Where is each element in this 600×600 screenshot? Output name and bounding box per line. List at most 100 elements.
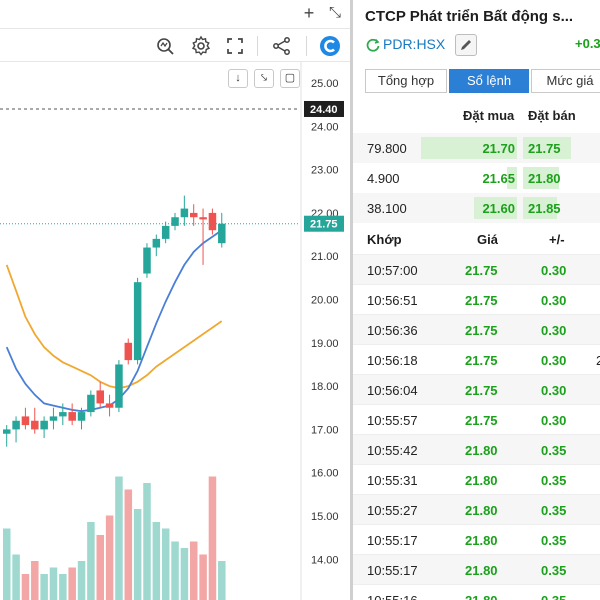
candle-body xyxy=(87,394,95,413)
candle-body xyxy=(59,412,67,417)
bid-depth-bar xyxy=(421,137,517,159)
trade-row[interactable]: 10:55:17 21.80 0.35 xyxy=(353,524,600,554)
brand-logo-icon[interactable] xyxy=(319,35,341,57)
order-book-row[interactable]: 38.100 21.60 21.85 xyxy=(353,193,600,223)
volume-bar xyxy=(124,489,133,600)
trade-row[interactable]: 10:55:31 21.80 0.35 xyxy=(353,464,600,494)
ticker-symbol[interactable]: PDR:HSX xyxy=(383,36,446,52)
tab-price-levels[interactable]: Mức giá xyxy=(531,69,600,93)
fullscreen-icon[interactable] xyxy=(224,35,246,57)
trade-change: 0.30 xyxy=(541,353,567,368)
volume-bar xyxy=(59,574,67,600)
reset-chart-button[interactable]: ▢ xyxy=(280,69,300,88)
price-change: +0.3 xyxy=(575,36,600,51)
trade-price: 21.80 xyxy=(465,533,498,548)
collapse-window-button[interactable]: ⤡ xyxy=(328,4,341,21)
trade-change: 0.30 xyxy=(541,383,567,398)
trade-time: 10:56:51 xyxy=(367,293,418,308)
trade-price: 21.75 xyxy=(465,323,498,338)
panel-tabs: Tổng hợp Sổ lệnh Mức giá xyxy=(365,69,600,93)
order-book-row[interactable]: 79.800 21.70 21.75 xyxy=(353,133,600,163)
trade-row[interactable]: 10:56:51 21.75 0.30 xyxy=(353,284,600,314)
candle-body xyxy=(3,429,11,434)
trade-time: 10:57:00 xyxy=(367,263,418,278)
pane-divider[interactable] xyxy=(350,0,353,600)
price-axis-label: 14.00 xyxy=(311,554,339,566)
bid-price[interactable]: 21.70 xyxy=(482,141,515,156)
bid-price[interactable]: 21.65 xyxy=(482,171,515,186)
ask-price[interactable]: 21.80 xyxy=(528,171,561,186)
share-icon[interactable] xyxy=(271,35,293,57)
trade-row[interactable]: 10:56:36 21.75 0.30 xyxy=(353,314,600,344)
trade-price: 21.80 xyxy=(465,473,498,488)
trade-row[interactable]: 10:57:00 21.75 0.30 xyxy=(353,254,600,284)
candle-body xyxy=(218,223,226,244)
candle-body xyxy=(49,416,58,421)
volume-bar xyxy=(49,567,58,600)
trade-time: 10:55:31 xyxy=(367,473,418,488)
order-book-header: Đặt mua Đặt bán xyxy=(353,100,600,130)
candle-body xyxy=(31,420,39,430)
scroll-down-button[interactable]: ↓ xyxy=(228,69,248,88)
time-column-header: Khớp xyxy=(367,232,402,247)
chart-toolbar xyxy=(0,28,350,62)
bid-column-header: Đặt mua xyxy=(463,108,515,123)
refresh-icon[interactable] xyxy=(365,37,381,53)
window-top-strip xyxy=(0,0,350,28)
candle-body xyxy=(96,390,104,404)
candlestick-chart[interactable]: 25.0024.0023.0022.0021.0020.0019.0018.00… xyxy=(0,62,350,600)
trade-volume: 2 xyxy=(596,353,600,368)
volume-bar xyxy=(180,548,189,600)
trade-price: 21.75 xyxy=(465,353,498,368)
reference-price-label: 24.40 xyxy=(310,104,338,116)
indicator-search-icon[interactable] xyxy=(154,35,176,57)
add-window-button[interactable]: + xyxy=(303,3,315,23)
candle-body xyxy=(105,403,114,408)
tab-summary[interactable]: Tổng hợp xyxy=(365,69,447,93)
ma-long-line xyxy=(5,264,223,390)
bid-price[interactable]: 21.60 xyxy=(482,201,515,216)
ticker-row: PDR:HSX xyxy=(365,34,600,56)
volume-bar xyxy=(143,483,151,600)
bid-depth-bar xyxy=(474,197,517,219)
ask-price[interactable]: 21.85 xyxy=(528,201,561,216)
trade-time: 10:55:16 xyxy=(367,593,418,600)
last-price-label: 21.75 xyxy=(310,219,338,231)
volume-bar xyxy=(171,541,179,600)
trade-row[interactable]: 10:55:17 21.80 0.35 xyxy=(353,554,600,584)
candle-body xyxy=(190,212,198,218)
pencil-icon xyxy=(461,40,471,50)
edit-ticker-button[interactable] xyxy=(455,34,477,56)
trade-change: 0.35 xyxy=(541,443,567,458)
price-axis-label: 19.00 xyxy=(311,338,339,350)
candle-body xyxy=(143,247,151,274)
trade-row[interactable]: 10:55:27 21.80 0.35 xyxy=(353,494,600,524)
trade-time: 10:55:42 xyxy=(367,443,418,458)
trade-row[interactable]: 10:56:04 21.75 0.30 xyxy=(353,374,600,404)
trade-row[interactable]: 10:55:57 21.75 0.30 xyxy=(353,404,600,434)
volume-bar xyxy=(12,554,20,600)
order-volume: 4.900 xyxy=(367,171,400,186)
tab-order-book[interactable]: Sổ lệnh xyxy=(449,69,529,93)
trade-change: 0.35 xyxy=(541,563,567,578)
trade-row[interactable]: 10:56:18 21.75 0.30 2 xyxy=(353,344,600,374)
trade-change: 0.30 xyxy=(541,263,567,278)
trade-change: 0.35 xyxy=(541,533,567,548)
order-book-row[interactable]: 4.900 21.65 21.80 xyxy=(353,163,600,193)
candle-body xyxy=(115,364,123,408)
candle-body xyxy=(12,420,20,430)
gear-icon[interactable] xyxy=(190,35,212,57)
ask-column-header: Đặt bán xyxy=(528,108,576,123)
trade-row[interactable]: 10:55:16 21.80 0.35 xyxy=(353,584,600,600)
trade-change: 0.35 xyxy=(541,473,567,488)
ask-price[interactable]: 21.75 xyxy=(528,141,561,156)
trade-change: 0.30 xyxy=(541,293,567,308)
trade-row[interactable]: 10:55:42 21.80 0.35 xyxy=(353,434,600,464)
volume-bar xyxy=(161,528,170,600)
order-volume: 38.100 xyxy=(367,201,407,216)
collapse-chart-button[interactable]: ⤥ xyxy=(254,69,274,88)
volume-bar xyxy=(190,541,198,600)
trade-price: 21.75 xyxy=(465,263,498,278)
trade-price: 21.80 xyxy=(465,563,498,578)
price-axis-label: 25.00 xyxy=(311,78,339,90)
